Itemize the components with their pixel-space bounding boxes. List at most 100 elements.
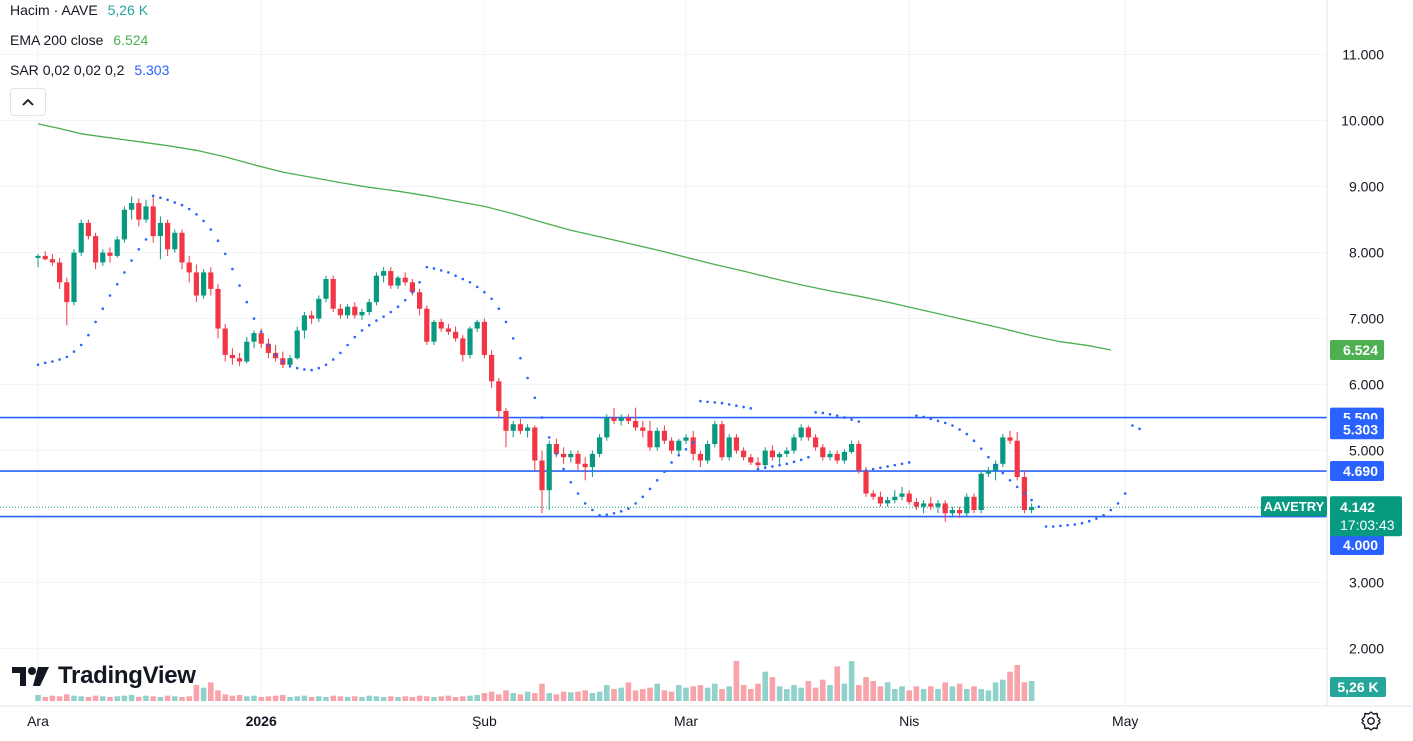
sar-dot [1102,513,1105,517]
candle-body [373,275,379,303]
volume-bar [236,695,243,701]
volume-bar [956,683,963,701]
sar-dot [655,479,659,482]
volume-bar [582,690,588,701]
sar-dot [1087,519,1091,523]
sar-dot [475,285,479,289]
volume-bar [632,690,639,701]
volume-bar [935,689,941,701]
candle-body [942,503,948,514]
sar-dot [663,470,666,474]
volume-bar [323,697,329,701]
candle-body [402,277,408,283]
sar-dot [202,219,205,223]
volume-bar [344,697,351,701]
volume-bar [301,695,308,701]
volume-bar [467,695,473,701]
sar-dot [331,358,335,361]
candle-body [107,252,113,256]
legend-ema[interactable]: EMA 200 close 6.524 [10,32,148,48]
sar-dot [778,463,781,467]
volume-bar [1021,682,1028,701]
volume-bar [208,682,214,701]
volume-bar [64,694,70,701]
candle-body [157,222,163,237]
legend-ema-name: EMA [10,32,40,48]
legend-sar-name: SAR [10,62,39,78]
sar-dot [324,363,328,367]
candle-body [496,381,502,411]
candle-body [316,298,322,319]
price-tick-label: 10.000 [1341,113,1384,129]
volume-bar [193,685,200,701]
candle-body [971,496,977,510]
sar-dot [576,492,580,495]
candle-body [251,333,257,342]
time-tick-label: Ara [27,713,49,729]
sar-dot [389,310,393,314]
sar-dot [1095,517,1098,520]
sar-dot [706,400,709,404]
candle-body [186,262,192,273]
candle-body [330,279,336,309]
sar-dot [490,297,493,301]
volume-bar [827,685,833,701]
volume-bar [352,696,358,701]
candle-body [820,447,826,458]
sar-dot [1138,427,1141,431]
volume-bar [683,687,689,701]
sar-dot [166,198,169,202]
symbol-tag-label: AAVETRY [1264,499,1325,514]
sar-dot [526,376,529,380]
volume-bar [560,691,567,701]
sar-dot [965,432,969,436]
sar-dot [1116,502,1120,505]
legend-volume[interactable]: Hacim · AAVE 5,26 K [10,2,148,18]
sar-dot [223,252,227,256]
volume-bar [244,696,250,701]
volume-bar [200,687,207,701]
candle-body [143,206,149,220]
candle-body [57,262,63,283]
candle-body [366,302,372,312]
volume-bar [532,693,538,701]
sar-dot [151,194,155,198]
level-4000-badge-bg [1330,534,1384,555]
legend-collapse-button[interactable] [10,88,46,116]
ema-line [37,123,1111,351]
volume-bar [820,679,826,701]
sar-dot [187,207,191,211]
legend-sar[interactable]: SAR 0,02 0,02 0,2 5.303 [10,62,169,78]
sar-dot [929,417,933,421]
sar-dot [209,228,213,231]
candle-body [719,424,725,458]
volume-bar [251,695,257,701]
sar-dot [511,337,515,340]
price-tick-label: 6.000 [1349,377,1384,393]
sar-dot [483,290,486,294]
sar-dot [1030,498,1033,502]
candle-body [93,236,99,263]
volume-bar [517,694,524,701]
axes [0,0,1413,707]
candle-body [885,500,891,504]
volume-bar [618,687,624,701]
tradingview-logo[interactable]: TradingView [12,662,196,690]
candle-body [604,417,610,438]
ema-200-line [37,123,1111,351]
candle-body [179,232,185,263]
volume-bar [798,687,804,701]
candle-body [906,493,912,503]
last-price-badge-value: 4.142 [1340,499,1375,515]
sar-dot [454,274,457,278]
sar-dot [713,401,717,404]
volume-bar [35,695,41,701]
volume-bar [978,689,984,701]
time-tick-label: May [1112,713,1138,729]
candle-body [654,430,660,448]
candle-body [625,417,631,421]
volume-bar [445,695,452,701]
volume-bar [92,695,99,701]
chart-settings-button[interactable] [1360,710,1382,732]
